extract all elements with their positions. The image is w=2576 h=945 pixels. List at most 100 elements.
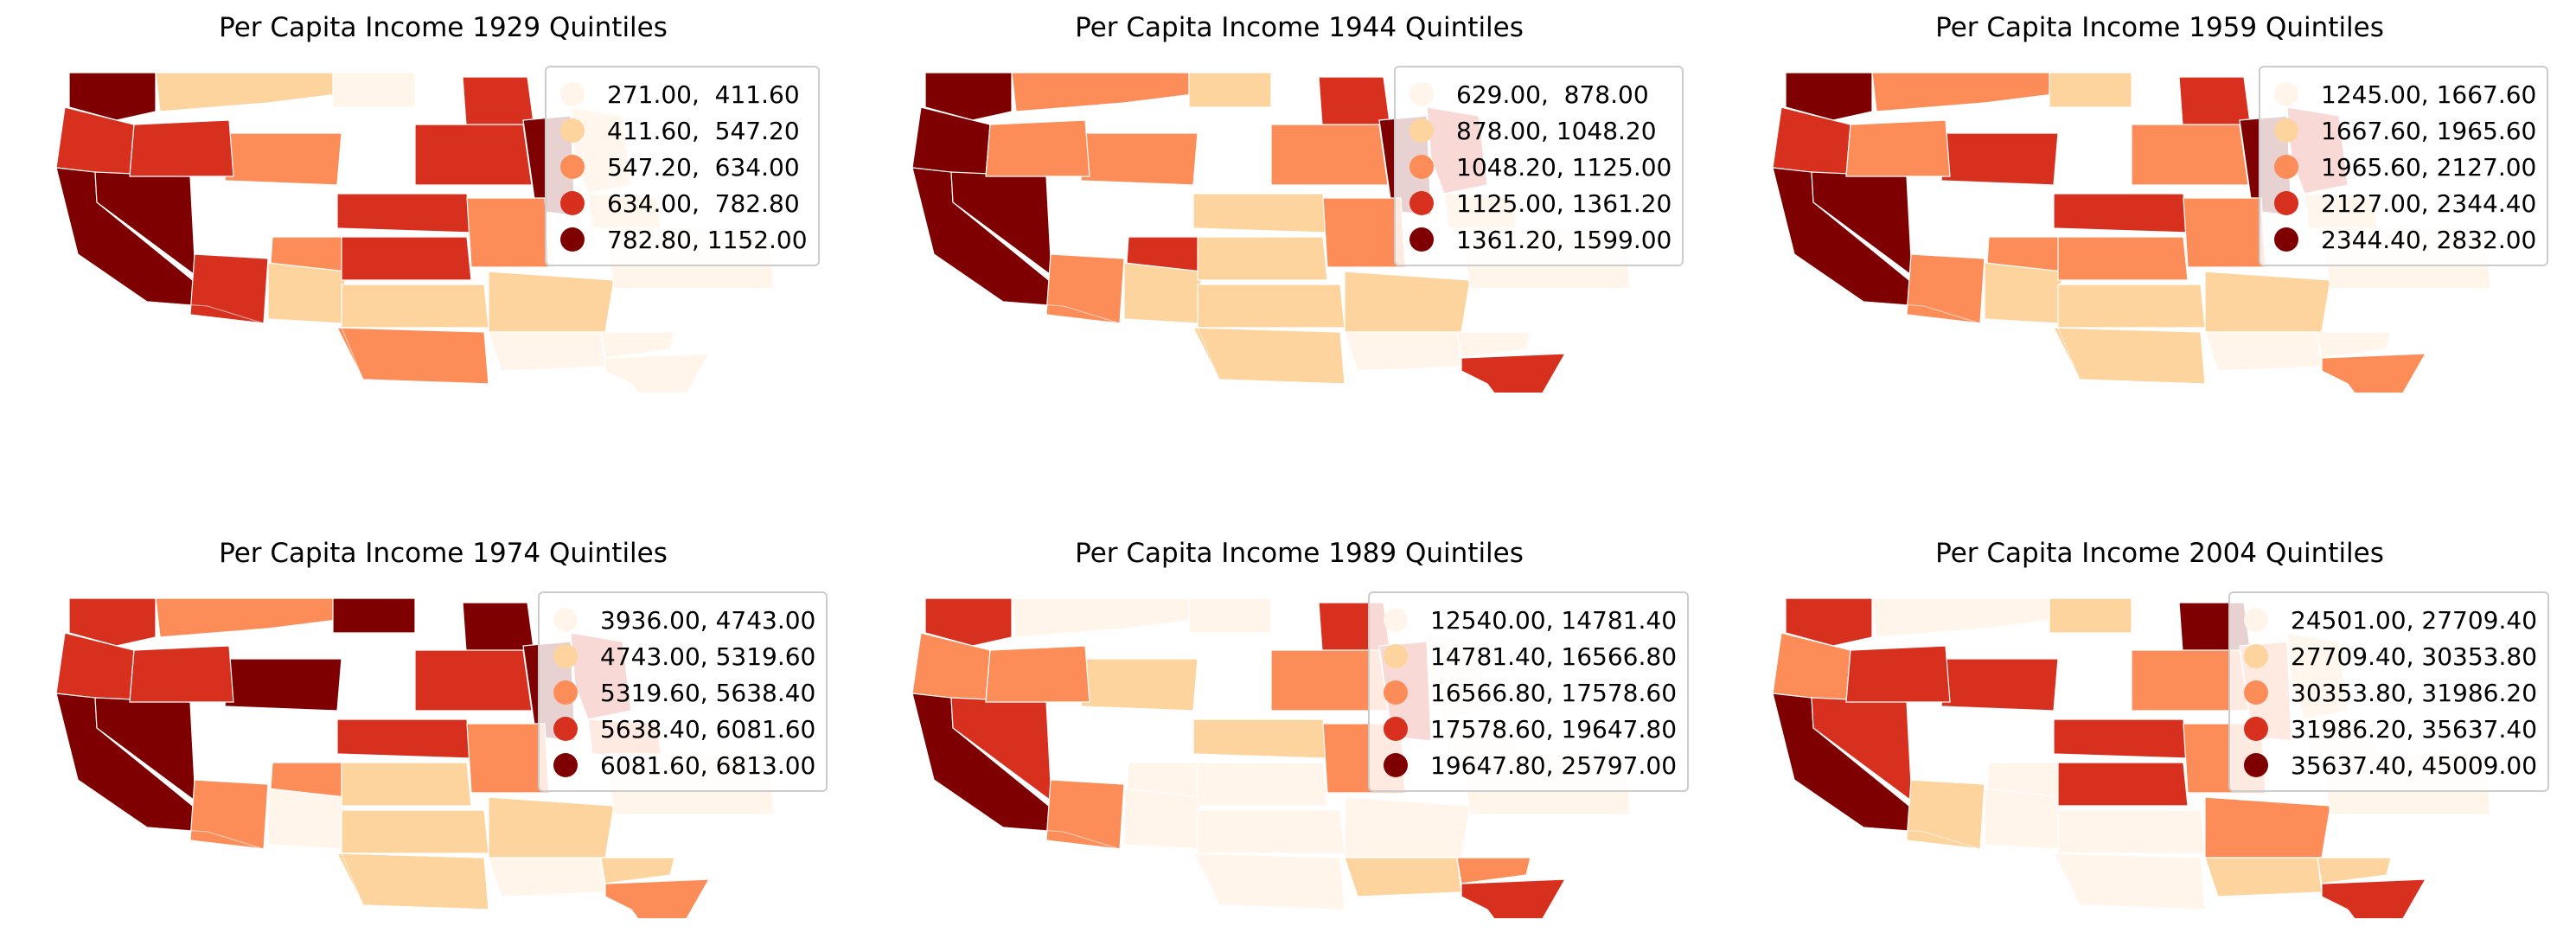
state-shape — [155, 597, 338, 638]
legend-swatch — [2244, 680, 2268, 705]
legend-item: 35637.40, 45009.00 — [2244, 747, 2537, 783]
legend: 3936.00, 4743.00 4743.00, 5319.60 5319.6… — [538, 591, 828, 792]
legend-label: 547.20, 634.00 — [607, 152, 800, 182]
legend-item: 2127.00, 2344.40 — [2274, 185, 2536, 221]
panel-title: Per Capita Income 2004 Quintiles — [1935, 538, 2384, 569]
state-shape — [466, 723, 550, 794]
state-shape — [600, 857, 675, 884]
state-shape — [1344, 271, 1471, 333]
legend-swatch — [2274, 118, 2298, 143]
state-shape — [1344, 796, 1471, 859]
map-panel-1944: Per Capita Income 1944 Quintiles 629.00,… — [899, 12, 1699, 393]
panel-title: Per Capita Income 1944 Quintiles — [1075, 12, 1524, 43]
panel-title: Per Capita Income 1989 Quintiles — [1075, 538, 1524, 569]
state-shape — [341, 809, 489, 854]
legend-label: 5319.60, 5638.40 — [600, 678, 816, 707]
state-shape — [267, 788, 347, 850]
legend-item: 19647.80, 25797.00 — [1384, 747, 1677, 783]
legend-item: 1965.60, 2127.00 — [2274, 149, 2536, 185]
legend-swatch — [1384, 717, 1408, 741]
legend-swatch — [553, 680, 578, 705]
legend: 271.00, 411.60 411.60, 547.20 547.20, 63… — [545, 66, 820, 266]
choropleth-map — [55, 597, 775, 918]
legend-swatch — [1384, 753, 1408, 777]
state-shape — [1011, 72, 1194, 112]
legend-item: 1667.60, 1965.60 — [2274, 112, 2536, 149]
state-shape — [2057, 284, 2206, 329]
state-shape — [1080, 658, 1199, 712]
states-group — [55, 597, 775, 918]
legend-item: 5638.40, 6081.60 — [553, 711, 815, 747]
state-shape — [341, 284, 489, 329]
state-shape — [1011, 597, 1194, 638]
legend-swatch — [553, 644, 578, 668]
legend-label: 12540.00, 14781.40 — [1430, 605, 1678, 635]
state-shape — [1871, 597, 2055, 638]
legend-label: 16566.80, 17578.60 — [1430, 678, 1678, 707]
state-shape — [2204, 331, 2323, 372]
legend-swatch — [2274, 82, 2298, 106]
state-shape — [1845, 119, 1951, 177]
state-shape — [414, 124, 533, 186]
state-shape — [600, 331, 675, 359]
state-shape — [604, 878, 711, 918]
state-shape — [2057, 762, 2189, 807]
legend-item: 4743.00, 5319.60 — [553, 638, 815, 674]
state-shape — [1197, 809, 1346, 854]
legend-label: 3936.00, 4743.00 — [600, 605, 816, 635]
state-shape — [1940, 658, 2059, 712]
state-shape — [336, 193, 472, 233]
state-shape — [1188, 597, 1272, 634]
legend-label: 1048.20, 1125.00 — [1456, 152, 1672, 182]
legend-item: 547.20, 634.00 — [560, 149, 808, 185]
state-shape — [336, 718, 472, 759]
legend-item: 629.00, 878.00 — [1409, 76, 1672, 112]
legend-item: 3936.00, 4743.00 — [553, 602, 815, 638]
legend-item: 271.00, 411.60 — [560, 76, 808, 112]
legend-swatch — [2244, 717, 2268, 741]
state-shape — [341, 236, 472, 281]
state-shape — [336, 852, 489, 910]
legend-swatch — [2244, 608, 2268, 632]
state-shape — [1322, 197, 1406, 268]
legend-swatch — [1409, 155, 1434, 179]
state-shape — [488, 796, 615, 859]
legend-item: 6081.60, 6813.00 — [553, 747, 815, 783]
state-shape — [1984, 262, 2063, 324]
state-shape — [1845, 645, 1951, 703]
legend-item: 17578.60, 19647.80 — [1384, 711, 1677, 747]
legend-label: 634.00, 782.80 — [607, 188, 800, 218]
legend-swatch — [1384, 608, 1408, 632]
legend-item: 16566.80, 17578.60 — [1384, 674, 1677, 711]
legend-item: 411.60, 547.20 — [560, 112, 808, 149]
state-shape — [1270, 124, 1389, 186]
legend-swatch — [1409, 191, 1434, 215]
state-shape — [2049, 597, 2132, 634]
state-shape — [341, 762, 472, 807]
state-shape — [488, 857, 606, 897]
state-shape — [2317, 331, 2392, 359]
legend-label: 4743.00, 5319.60 — [600, 642, 816, 671]
state-shape — [2204, 796, 2331, 859]
legend-swatch — [2244, 644, 2268, 668]
state-shape — [1192, 718, 1328, 759]
legend-label: 1125.00, 1361.20 — [1456, 188, 1672, 218]
legend-label: 411.60, 547.20 — [607, 116, 800, 145]
legend-swatch — [1384, 644, 1408, 668]
state-shape — [1461, 878, 1567, 918]
legend-label: 19647.80, 25797.00 — [1430, 750, 1678, 780]
state-shape — [1344, 331, 1462, 372]
state-shape — [332, 597, 416, 634]
legend-label: 35637.40, 45009.00 — [2291, 750, 2538, 780]
legend: 1245.00, 1667.60 1667.60, 1965.60 1965.6… — [2259, 66, 2549, 266]
legend-label: 1965.60, 2127.00 — [2321, 152, 2537, 182]
legend: 24501.00, 27709.40 27709.40, 30353.80 30… — [2228, 591, 2550, 792]
state-shape — [2057, 236, 2189, 281]
legend-swatch — [1409, 118, 1434, 143]
state-shape — [2057, 809, 2206, 854]
legend-label: 1245.00, 1667.60 — [2321, 80, 2537, 109]
state-shape — [2317, 857, 2392, 884]
legend-swatch — [1409, 82, 1434, 106]
state-shape — [1456, 331, 1531, 359]
legend-item: 1125.00, 1361.20 — [1409, 185, 1672, 221]
